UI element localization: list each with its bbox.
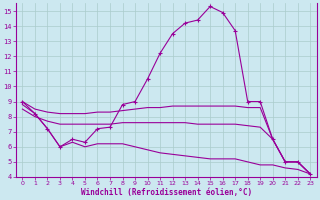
X-axis label: Windchill (Refroidissement éolien,°C): Windchill (Refroidissement éolien,°C) <box>81 188 252 197</box>
